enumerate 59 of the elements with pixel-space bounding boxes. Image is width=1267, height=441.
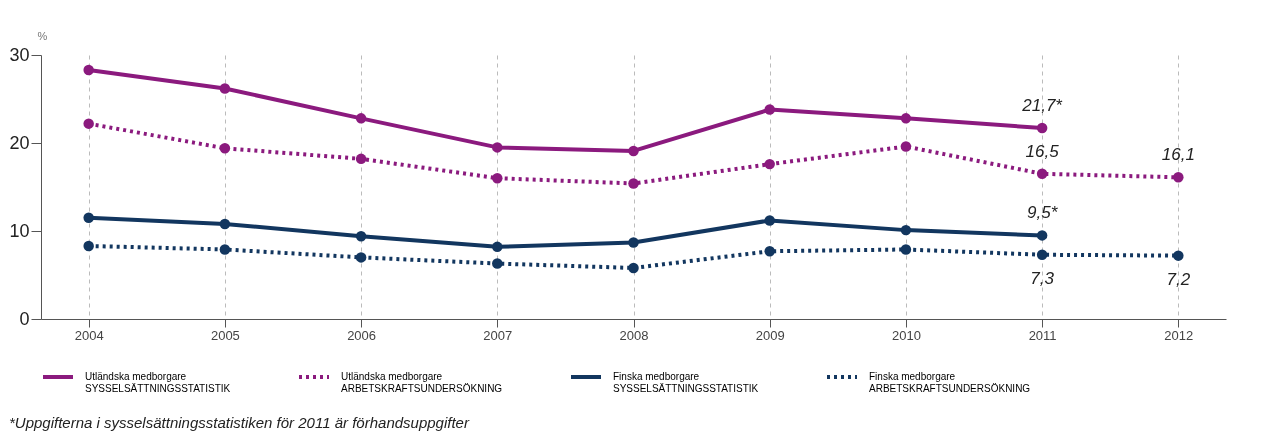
y-tick-label: 10	[9, 220, 30, 241]
point	[219, 244, 231, 255]
point	[219, 83, 231, 94]
x-tick-label: 2004	[74, 327, 104, 343]
x-tick-label: 2010	[891, 327, 921, 343]
point	[628, 145, 639, 157]
point	[219, 218, 231, 230]
y-tick-label: 0	[19, 308, 30, 329]
point	[492, 172, 503, 184]
point	[628, 237, 639, 248]
legend-label: Utländska medborgare ARBETSKRAFTSUNDERSÖKNING	[341, 371, 503, 394]
text: *Uppgifterna i sysselsättningsstatistiken för 2011 är förhandsuppgifter	[8, 414, 470, 431]
point	[1036, 230, 1048, 241]
point	[355, 231, 367, 242]
point	[764, 215, 775, 226]
point	[355, 252, 367, 263]
point	[1036, 122, 1048, 134]
data-label: 9,5*	[1027, 203, 1059, 223]
point	[83, 240, 94, 252]
point	[1036, 168, 1048, 180]
legend-label: Finska medborgare SYSSELSÄTTNINGSSTATISTIK	[613, 371, 759, 394]
point	[1173, 250, 1184, 261]
point	[900, 244, 912, 255]
point	[900, 141, 912, 152]
point	[900, 224, 912, 236]
x-tick-label: 2012	[1164, 327, 1194, 343]
point	[355, 153, 367, 165]
point	[628, 178, 639, 189]
legend-label: Finska medborgare ARBETSKRAFTSUNDERSÖKNING	[869, 371, 1031, 394]
point	[83, 118, 94, 129]
data-label: 16,5	[1025, 141, 1060, 161]
point	[83, 212, 94, 224]
point	[764, 104, 775, 115]
legend-label: Utländska medborgare SYSSELSÄTTNINGSSTATISTIK	[85, 371, 231, 394]
point	[628, 262, 639, 274]
point	[764, 246, 775, 257]
x-tick-label: 2005	[210, 327, 240, 343]
point	[900, 113, 912, 124]
point	[764, 158, 775, 170]
point	[83, 64, 94, 76]
x-tick-label: 2009	[755, 327, 785, 343]
point	[355, 113, 367, 124]
data-label: 16,1	[1161, 145, 1195, 165]
data-label: 7,3	[1030, 268, 1055, 288]
point	[1173, 172, 1184, 183]
y-tick-label: 30	[9, 44, 30, 65]
y-axis-title: %	[37, 29, 48, 42]
point	[492, 241, 503, 253]
point	[219, 143, 231, 154]
x-tick-label: 2007	[483, 327, 513, 343]
data-label: 7,2	[1166, 269, 1191, 289]
x-tick-label: 2011	[1028, 327, 1057, 343]
x-tick-label: 2006	[347, 327, 377, 343]
data-label: 21,7*	[1021, 96, 1064, 116]
x-tick-label: 2008	[619, 327, 649, 343]
point	[1036, 249, 1048, 260]
y-tick-label: 20	[9, 132, 30, 153]
point	[492, 142, 503, 153]
point	[492, 258, 503, 269]
